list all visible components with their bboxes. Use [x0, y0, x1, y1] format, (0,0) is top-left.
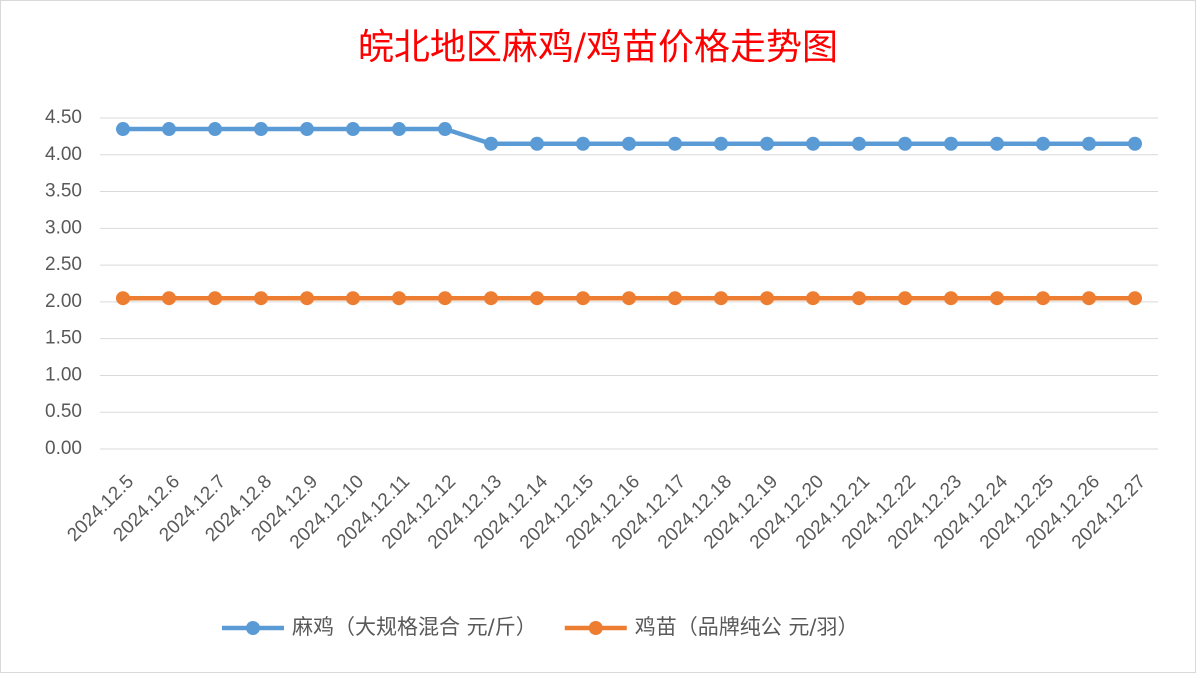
y-tick-label: 1.00: [45, 364, 82, 385]
y-tick-label: 0.50: [45, 401, 82, 422]
data-point: [806, 136, 820, 151]
data-point: [530, 291, 544, 306]
legend-label: 麻鸡（大规格混合 元/斤）: [292, 615, 537, 639]
y-tick-label: 2.50: [45, 254, 82, 275]
data-point: [116, 291, 130, 306]
data-point: [1036, 291, 1050, 306]
data-point: [208, 122, 222, 137]
data-point: [392, 122, 406, 137]
data-point: [990, 136, 1004, 151]
data-point: [162, 122, 176, 137]
data-point: [944, 136, 958, 151]
y-tick-label: 2.00: [45, 291, 82, 312]
data-point: [622, 136, 636, 151]
data-point: [530, 136, 544, 151]
data-point: [898, 291, 912, 306]
data-point: [714, 136, 728, 151]
data-point: [668, 291, 682, 306]
data-point: [576, 136, 590, 151]
data-point: [346, 291, 360, 306]
data-point: [1036, 136, 1050, 151]
legend-marker: [246, 621, 260, 635]
data-point: [944, 291, 958, 306]
y-tick-label: 3.00: [45, 217, 82, 238]
data-point: [162, 291, 176, 306]
data-point: [116, 122, 130, 137]
y-tick-label: 0.00: [45, 438, 82, 459]
data-point: [852, 291, 866, 306]
data-point: [852, 136, 866, 151]
data-point: [254, 291, 268, 306]
data-point: [1082, 136, 1096, 151]
data-point: [898, 136, 912, 151]
data-point: [806, 291, 820, 306]
data-point: [1128, 291, 1142, 306]
data-point: [1128, 136, 1142, 151]
data-point: [622, 291, 636, 306]
data-point: [576, 291, 590, 306]
chart-title: 皖北地区麻鸡/鸡苗价格走势图: [358, 27, 838, 68]
data-point: [300, 291, 314, 306]
data-point: [760, 291, 774, 306]
data-point: [254, 122, 268, 137]
legend-label: 鸡苗（品牌纯公 元/羽）: [635, 615, 859, 639]
data-point: [392, 291, 406, 306]
data-point: [760, 136, 774, 151]
data-point: [438, 291, 452, 306]
data-point: [714, 291, 728, 306]
data-point: [438, 122, 452, 137]
y-tick-label: 1.50: [45, 328, 82, 349]
data-point: [208, 291, 222, 306]
data-point: [300, 122, 314, 137]
data-point: [484, 136, 498, 151]
data-point: [1082, 291, 1096, 306]
y-tick-label: 4.50: [45, 107, 82, 128]
y-tick-label: 4.00: [45, 144, 82, 165]
y-tick-label: 3.50: [45, 181, 82, 202]
legend-marker: [588, 621, 603, 635]
data-point: [668, 136, 682, 151]
data-point: [346, 122, 360, 137]
data-point: [484, 291, 498, 306]
data-point: [990, 291, 1004, 306]
